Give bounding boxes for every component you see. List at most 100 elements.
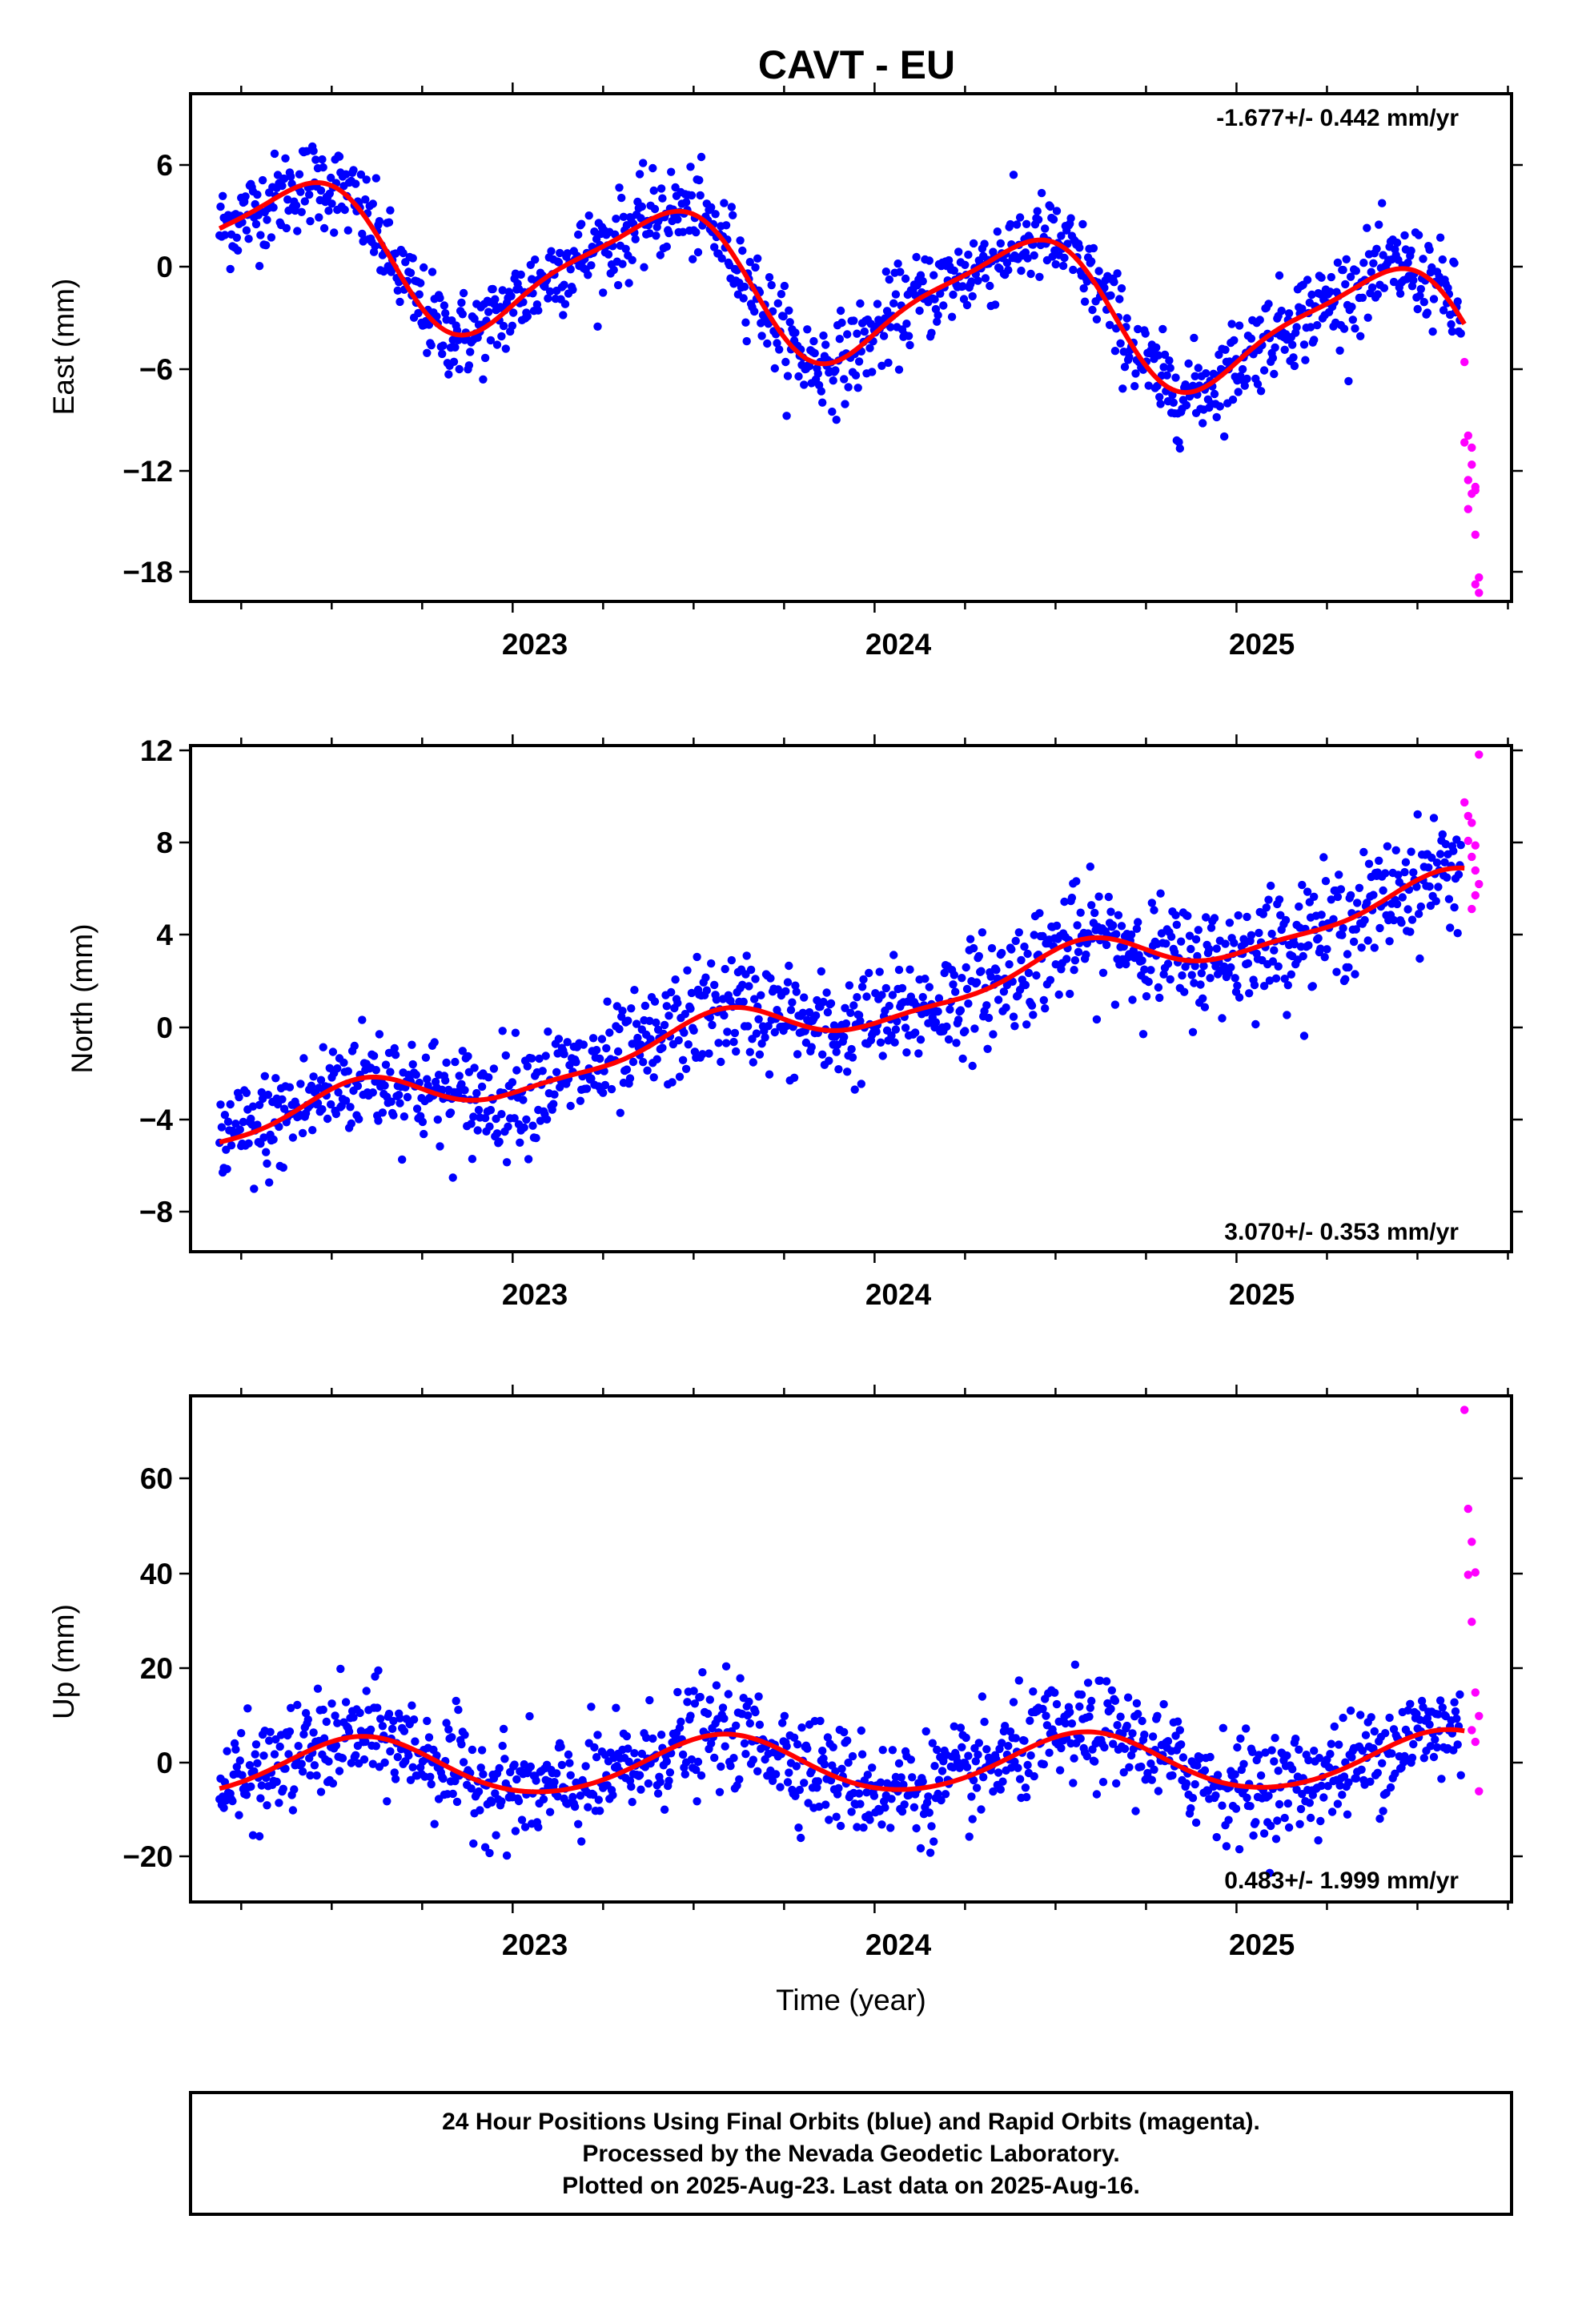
final-orbit-point <box>817 387 825 396</box>
y-axis-label: Up (mm) <box>47 1604 80 1719</box>
final-orbit-point <box>1389 915 1399 925</box>
final-orbit-point <box>556 248 564 258</box>
final-orbit-point <box>878 1051 887 1060</box>
final-orbit-point <box>512 1775 521 1784</box>
final-orbit-point <box>371 1066 380 1075</box>
final-orbit-point <box>1453 1740 1462 1749</box>
final-orbit-point <box>1171 373 1180 382</box>
final-orbit-point <box>1267 1821 1275 1831</box>
final-orbit-point <box>497 332 506 341</box>
final-orbit-point <box>1159 1699 1168 1709</box>
final-orbit-point <box>817 1747 827 1755</box>
final-orbit-point <box>1346 272 1355 281</box>
final-orbit-point <box>1435 850 1445 858</box>
final-orbit-point <box>1231 1770 1239 1779</box>
final-orbit-point <box>1152 343 1161 352</box>
final-orbit-point <box>1098 968 1108 978</box>
final-orbit-point <box>438 1085 447 1095</box>
final-orbit-point <box>1432 1743 1442 1752</box>
final-orbit-point <box>438 349 447 359</box>
y-tick-label: −18 <box>122 556 173 589</box>
final-orbit-point <box>805 362 814 371</box>
final-orbit-point <box>251 219 261 229</box>
final-orbit-point <box>1191 1818 1201 1827</box>
final-orbit-point <box>296 1080 305 1088</box>
final-orbit-point <box>687 191 697 200</box>
final-orbit-point <box>424 1733 434 1742</box>
final-orbit-point <box>865 1815 874 1824</box>
final-orbit-point <box>400 1112 409 1121</box>
final-orbit-point <box>386 206 395 215</box>
final-orbit-point <box>1200 1766 1210 1775</box>
final-orbit-point <box>673 1687 682 1697</box>
final-orbit-point <box>856 299 865 308</box>
final-orbit-point <box>312 1771 321 1780</box>
final-orbit-point <box>454 1088 463 1098</box>
final-orbit-point <box>893 1017 901 1026</box>
final-orbit-point <box>1248 1747 1257 1756</box>
final-orbit-point <box>1304 1755 1313 1765</box>
final-orbit-point <box>263 215 271 224</box>
final-orbit-point <box>1308 982 1318 991</box>
final-orbit-point <box>723 1027 732 1036</box>
rapid-orbit-point <box>1468 852 1476 862</box>
final-orbit-point <box>498 286 507 295</box>
final-orbit-point <box>1363 936 1372 945</box>
final-orbit-point <box>739 294 748 303</box>
final-orbit-point <box>627 1004 636 1013</box>
final-orbit-point <box>1032 971 1041 980</box>
final-orbit-point <box>1351 324 1359 333</box>
final-orbit-point <box>1261 1748 1270 1757</box>
final-orbit-point <box>1142 991 1151 1001</box>
final-orbit-point <box>319 1734 329 1743</box>
final-orbit-point <box>834 1065 843 1074</box>
final-orbit-point <box>1339 324 1349 333</box>
final-orbit-point <box>780 281 789 291</box>
final-orbit-point <box>327 1699 336 1708</box>
final-orbit-point <box>1342 255 1351 263</box>
final-orbit-point <box>528 1121 537 1130</box>
final-orbit-point <box>596 1807 604 1815</box>
final-orbit-point <box>1206 1752 1215 1762</box>
final-orbit-point <box>343 226 352 235</box>
final-orbit-point <box>1275 271 1284 280</box>
rapid-orbit-point <box>1471 841 1480 850</box>
final-orbit-point <box>712 995 721 1004</box>
final-orbit-point <box>785 1768 793 1777</box>
final-orbit-point <box>752 1029 761 1038</box>
final-orbit-point <box>328 1779 338 1788</box>
final-orbit-point <box>1456 1771 1465 1779</box>
final-orbit-point <box>853 384 862 392</box>
final-orbit-point <box>488 1798 496 1807</box>
final-orbit-point <box>1117 283 1126 293</box>
final-orbit-point <box>1039 995 1049 1005</box>
final-orbit-point <box>1150 1765 1158 1774</box>
final-orbit-point <box>1054 1717 1063 1726</box>
final-orbit-point <box>1441 839 1451 849</box>
final-orbit-point <box>1240 381 1250 390</box>
final-orbit-point <box>1110 1696 1120 1705</box>
final-orbit-point <box>966 935 975 943</box>
final-orbit-point <box>837 318 846 328</box>
final-orbit-point <box>689 1687 698 1695</box>
final-orbit-point <box>1259 982 1269 991</box>
final-orbit-point <box>446 1108 456 1117</box>
final-orbit-point <box>368 1088 377 1097</box>
final-orbit-point <box>436 293 444 303</box>
final-orbit-point <box>263 1159 271 1168</box>
final-orbit-point <box>1416 284 1426 294</box>
final-orbit-point <box>924 1792 933 1801</box>
final-orbit-point <box>924 1019 933 1027</box>
final-orbit-point <box>846 1008 855 1018</box>
final-orbit-point <box>918 1777 927 1786</box>
rapid-orbit-point <box>1471 866 1480 875</box>
final-orbit-point <box>844 1758 853 1767</box>
final-orbit-point <box>1116 1712 1125 1721</box>
final-orbit-point <box>1107 1686 1117 1695</box>
final-orbit-point <box>279 174 289 183</box>
final-orbit-point <box>1219 1723 1228 1732</box>
final-orbit-point <box>933 317 942 326</box>
final-orbit-point <box>1131 369 1140 378</box>
final-orbit-point <box>1259 910 1268 919</box>
final-orbit-point <box>1456 329 1465 338</box>
